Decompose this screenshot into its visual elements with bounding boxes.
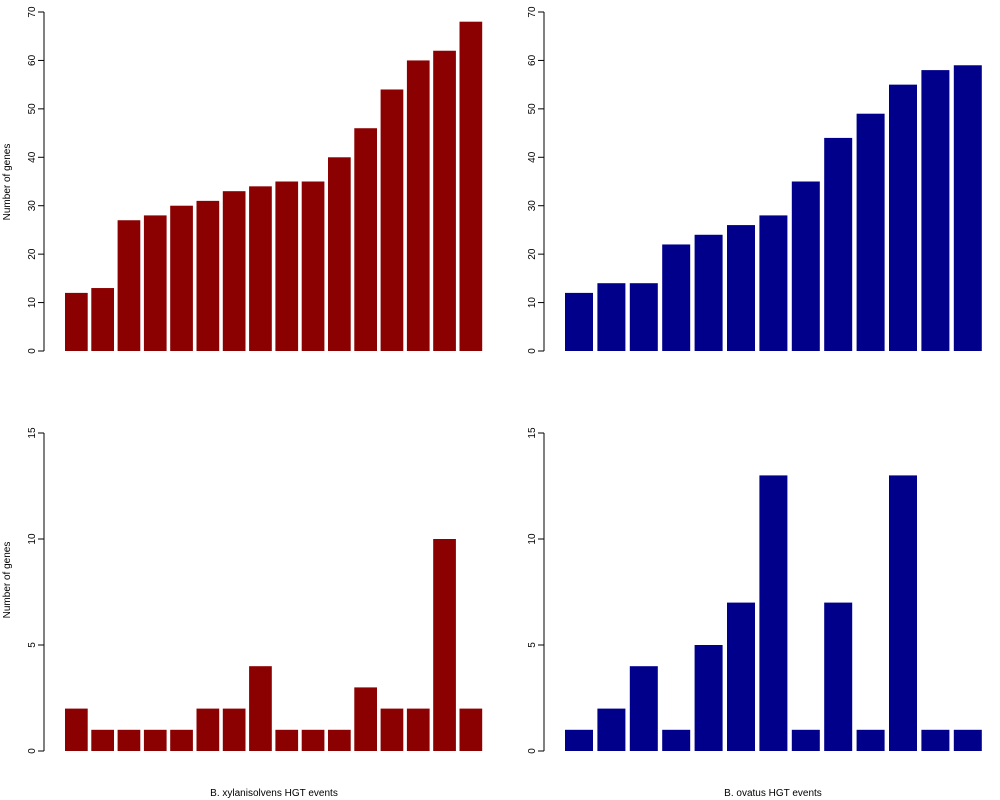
bar	[953, 729, 982, 751]
bar	[275, 729, 299, 751]
bar	[406, 60, 430, 352]
bar	[354, 687, 377, 751]
y-tick-label: 70	[527, 6, 538, 18]
y-tick-label: 15	[27, 427, 38, 439]
panel-xylanisolvens-events: 0 5 10 15 Number of genes B. xylanisolvens …	[2, 427, 483, 799]
bar	[433, 539, 456, 751]
panel-ovatus-total: 0 10 20 30 40 50 60 70	[527, 6, 982, 354]
bar	[249, 666, 272, 751]
bar	[694, 645, 723, 751]
bars	[565, 65, 982, 352]
y-tick-label: 0	[27, 348, 38, 354]
bar	[65, 292, 88, 351]
bar	[380, 89, 404, 352]
y-tick-label: 0	[27, 748, 38, 754]
bar	[143, 215, 167, 351]
y-axis-label: Number of genes	[2, 542, 13, 619]
y-tick-label: 30	[27, 200, 38, 212]
bar	[565, 729, 593, 751]
bar	[143, 729, 167, 751]
y-tick-label: 10	[527, 297, 538, 309]
bar	[921, 729, 950, 751]
bar	[459, 21, 483, 351]
y-axis: 0 10 20 30 40 50 60 70	[27, 6, 45, 354]
bar	[953, 65, 982, 352]
bar	[629, 283, 658, 351]
bar	[328, 729, 351, 751]
x-axis-label: B. xylanisolvens HGT events	[210, 788, 338, 799]
y-tick-label: 20	[27, 248, 38, 260]
bar	[824, 137, 853, 351]
y-tick-label: 40	[27, 151, 38, 163]
bar	[196, 200, 220, 351]
bar	[629, 666, 658, 751]
y-tick-label: 40	[527, 151, 538, 163]
bars	[65, 539, 483, 751]
bar	[380, 708, 404, 751]
y-axis: 0 5 10 15	[527, 427, 545, 754]
bar	[597, 708, 626, 751]
y-axis: 0 5 10 15	[27, 427, 45, 754]
bar	[662, 729, 691, 751]
y-tick-label: 0	[527, 748, 538, 754]
bar	[759, 475, 788, 751]
bar	[662, 244, 691, 351]
bar	[694, 234, 723, 351]
bar	[170, 729, 193, 751]
y-tick-label: 0	[527, 348, 538, 354]
bar	[328, 157, 351, 351]
bar	[91, 288, 114, 351]
bars	[565, 475, 982, 751]
bar	[791, 729, 820, 751]
bar	[791, 181, 820, 351]
y-tick-label: 10	[27, 533, 38, 545]
bar	[354, 128, 377, 351]
y-tick-label: 60	[27, 54, 38, 66]
y-tick-label: 20	[527, 248, 538, 260]
bar	[856, 113, 885, 351]
panel-xylanisolvens-total: 0 10 20 30 40 50 60 70 Number of genes	[2, 6, 483, 354]
bar	[275, 181, 299, 351]
bars	[65, 21, 483, 352]
bar	[433, 50, 456, 352]
bar	[889, 475, 917, 751]
bar	[406, 708, 430, 751]
bar	[196, 708, 220, 751]
y-tick-label: 5	[527, 642, 538, 648]
bar	[222, 708, 246, 751]
bar	[597, 283, 626, 351]
y-tick-label: 10	[527, 533, 538, 545]
y-tick-label: 30	[527, 200, 538, 212]
bar	[222, 191, 246, 351]
y-tick-label: 50	[27, 103, 38, 115]
y-tick-label: 10	[27, 297, 38, 309]
y-axis-label: Number of genes	[2, 144, 13, 221]
x-axis-label: B. ovatus HGT events	[724, 788, 822, 799]
bar	[856, 729, 885, 751]
bar	[727, 602, 755, 751]
bar	[459, 708, 483, 751]
bar	[301, 729, 325, 751]
y-axis: 0 10 20 30 40 50 60 70	[527, 6, 545, 354]
y-tick-label: 70	[27, 6, 38, 18]
bar	[65, 708, 88, 751]
bar	[889, 84, 917, 351]
bar	[759, 215, 788, 351]
bar	[565, 292, 593, 351]
bar	[91, 729, 114, 751]
bar	[301, 181, 325, 351]
y-tick-label: 15	[527, 427, 538, 439]
bar	[117, 220, 141, 351]
panel-ovatus-events: 0 5 10 15 B. ovatus HGT events	[527, 427, 982, 799]
y-tick-label: 50	[527, 103, 538, 115]
bar	[727, 225, 755, 351]
bar	[824, 602, 853, 751]
bar	[921, 70, 950, 352]
y-tick-label: 60	[527, 54, 538, 66]
bar	[117, 729, 141, 751]
bar	[170, 205, 193, 351]
y-tick-label: 5	[27, 642, 38, 648]
bar	[249, 186, 272, 351]
